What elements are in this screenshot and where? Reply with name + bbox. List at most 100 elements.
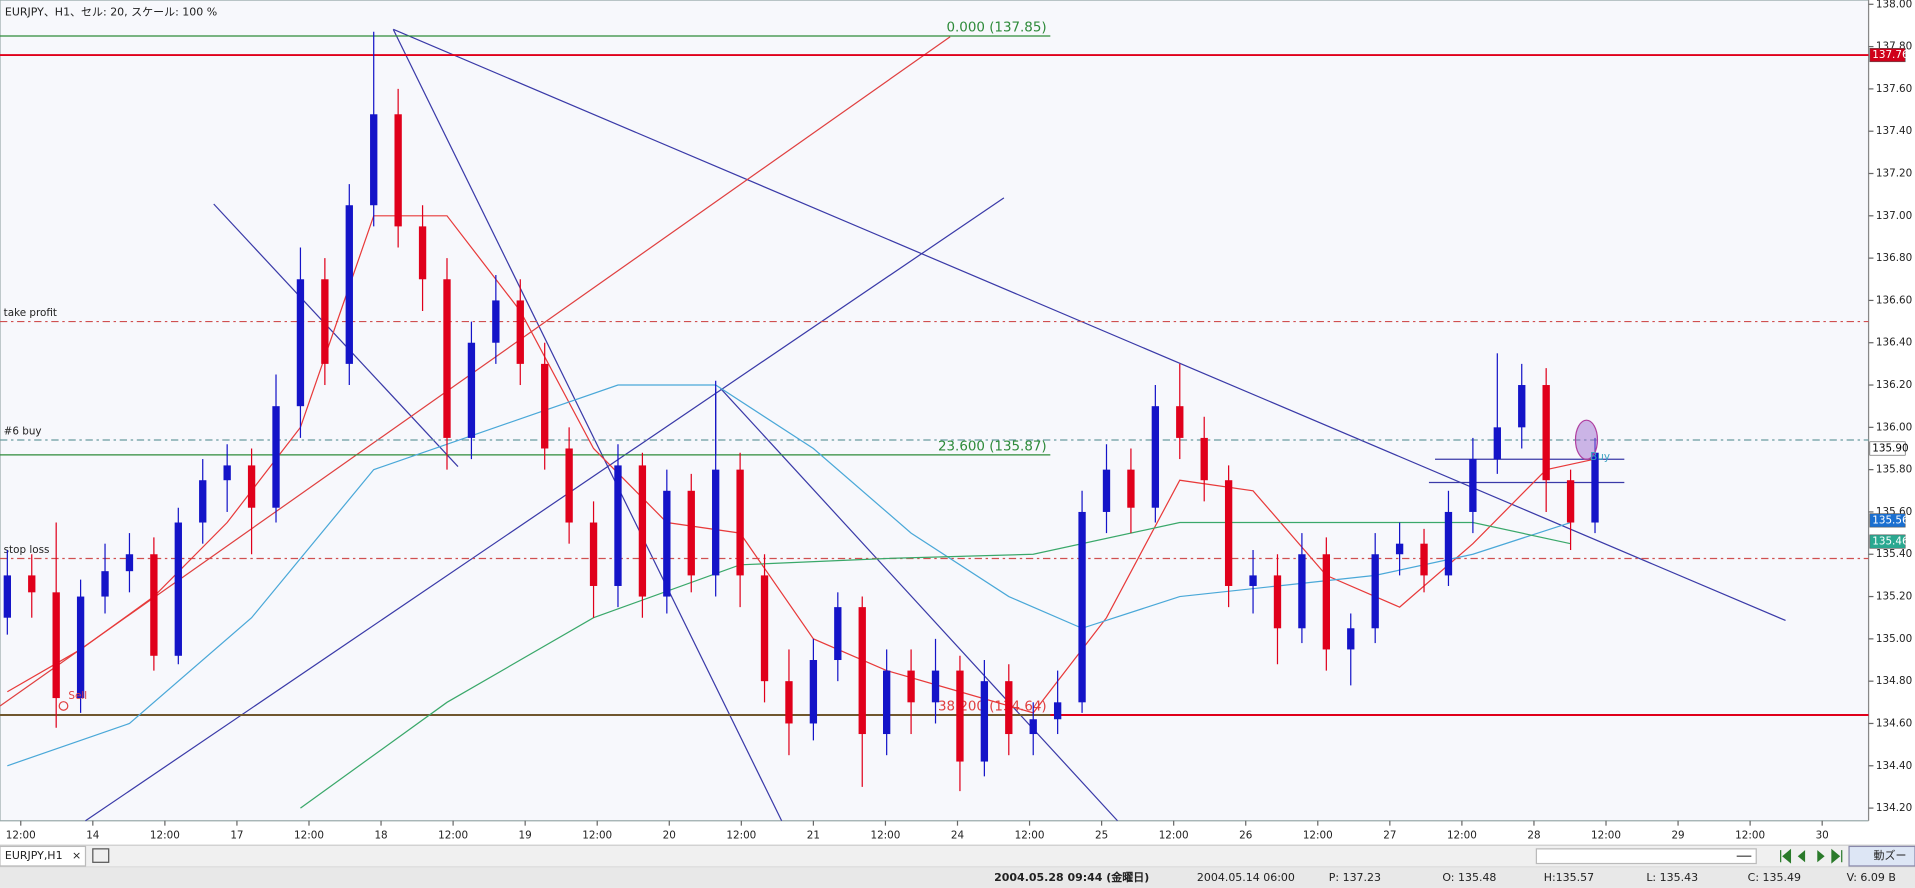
- y-tick-label: 134.60: [1876, 717, 1912, 729]
- candle-body: [980, 681, 989, 762]
- candle-body: [712, 469, 720, 576]
- price-tag-label: 135.56: [1872, 514, 1908, 526]
- nav-prev[interactable]: [1797, 850, 1806, 863]
- x-tick-label: 12:00: [294, 829, 324, 841]
- y-tick-label: 136.60: [1876, 294, 1912, 306]
- tab-label[interactable]: EURJPY,H1: [5, 849, 63, 862]
- candle-body: [370, 114, 378, 206]
- x-tick-label: 17: [230, 829, 243, 841]
- candle-body: [907, 670, 915, 703]
- level-label: #6 buy: [4, 425, 42, 437]
- candle-body: [1469, 459, 1477, 512]
- candle-body: [76, 596, 85, 699]
- candle-body: [467, 342, 476, 438]
- candle-body: [1371, 554, 1379, 629]
- candle-body: [1395, 543, 1404, 555]
- price-tag: [1869, 48, 1906, 63]
- chart-title: EURJPY、H1、セル: 20, スケール: 100 %: [5, 5, 217, 18]
- window-icon[interactable]: [92, 848, 110, 863]
- sell-marker: [58, 701, 69, 711]
- x-tick-label: 12:00: [726, 829, 756, 841]
- x-tick-label: 12:00: [6, 829, 36, 841]
- candle-body: [1078, 511, 1086, 703]
- sell-label: Sell: [68, 690, 87, 702]
- x-tick-label: 12:00: [582, 829, 612, 841]
- candle-body: [1005, 681, 1013, 735]
- candle-body: [174, 522, 182, 656]
- status-open: O: 135.48: [1442, 871, 1496, 884]
- y-tick-label: 136.80: [1876, 252, 1912, 264]
- x-tick-label: 14: [86, 829, 100, 841]
- x-tick-label: 25: [1095, 829, 1108, 841]
- nav-next[interactable]: [1817, 850, 1825, 863]
- candle-body: [199, 480, 207, 523]
- x-tick-label: 21: [807, 829, 820, 841]
- candle-body: [541, 363, 549, 449]
- candle-body: [1566, 480, 1575, 523]
- candle-body: [3, 575, 11, 618]
- price-tag-label: 137.76: [1872, 49, 1908, 61]
- candle-body: [443, 279, 451, 438]
- candle-body: [1420, 543, 1428, 576]
- candles: [3, 31, 1599, 792]
- candle-body: [589, 522, 598, 586]
- candle-body: [272, 406, 280, 508]
- candle-body: [1102, 469, 1111, 512]
- candle-body: [1518, 385, 1526, 428]
- status-bar-time: 2004.05.14 06:00: [1197, 871, 1295, 884]
- x-tick-label: 12:00: [1159, 829, 1189, 841]
- level-label: take profit: [4, 307, 57, 319]
- candle-body: [516, 300, 524, 364]
- status-close: C: 135.49: [1748, 871, 1801, 884]
- y-tick-label: 136.00: [1876, 421, 1912, 433]
- y-tick-label: 137.40: [1876, 125, 1912, 137]
- y-tick-label: 134.20: [1876, 802, 1912, 814]
- x-tick-label: 20: [663, 829, 676, 841]
- price-tag: [1869, 441, 1906, 456]
- candle-body: [492, 300, 500, 343]
- candle-body: [125, 554, 134, 572]
- status-time: 2004.05.28 09:44 (金曜日): [994, 870, 1149, 884]
- y-tick-label: 138.00: [1876, 0, 1912, 10]
- nav-first[interactable]: [1780, 848, 1792, 864]
- y-tick-label: 135.20: [1876, 591, 1912, 603]
- status-p: P: 137.23: [1329, 871, 1381, 884]
- candle-body: [1347, 628, 1355, 650]
- status-bar: [0, 867, 1915, 888]
- candle-body: [834, 607, 842, 661]
- x-tick-label: 12:00: [1015, 829, 1045, 841]
- scrollbar[interactable]: [1535, 848, 1757, 865]
- candle-body: [223, 465, 231, 481]
- candle-body: [1444, 511, 1453, 576]
- candle-body: [614, 465, 622, 586]
- x-tick-label: 12:00: [1447, 829, 1477, 841]
- y-tick-label: 136.20: [1876, 379, 1912, 391]
- y-tick-label: 137.60: [1876, 83, 1912, 95]
- y-tick-label: 136.40: [1876, 337, 1912, 349]
- y-tick-label: 135.80: [1876, 464, 1912, 476]
- buy-highlight: [1574, 419, 1599, 460]
- x-tick-label: 27: [1383, 829, 1396, 841]
- candle-body: [760, 575, 769, 682]
- trendline: [213, 203, 459, 468]
- candle-body: [418, 226, 427, 280]
- nav-buttons[interactable]: [1780, 848, 1843, 864]
- zoom-button[interactable]: [1848, 845, 1915, 867]
- candle-body: [1542, 385, 1550, 481]
- tab-close[interactable]: ×: [72, 849, 81, 862]
- status-high: H:135.57: [1544, 871, 1594, 884]
- candle-body: [1224, 480, 1233, 586]
- y-tick-label: 137.00: [1876, 210, 1912, 222]
- candle-body: [931, 670, 940, 703]
- tab[interactable]: [0, 845, 87, 867]
- zoom-label[interactable]: 動ズー: [1873, 848, 1906, 862]
- candle-body: [1322, 554, 1330, 650]
- levels: take profit #6 buy stop loss 0.000 (137.85)…: [0, 20, 1869, 716]
- candle-body: [101, 571, 109, 597]
- candle-body: [785, 681, 793, 724]
- nav-last[interactable]: [1831, 848, 1843, 864]
- x-tick-label: 19: [519, 829, 532, 841]
- x-tick-label: 24: [951, 829, 965, 841]
- axes: 134.20 134.40 134.60 134.80 135.00 135.20 135.…: [6, 0, 1912, 841]
